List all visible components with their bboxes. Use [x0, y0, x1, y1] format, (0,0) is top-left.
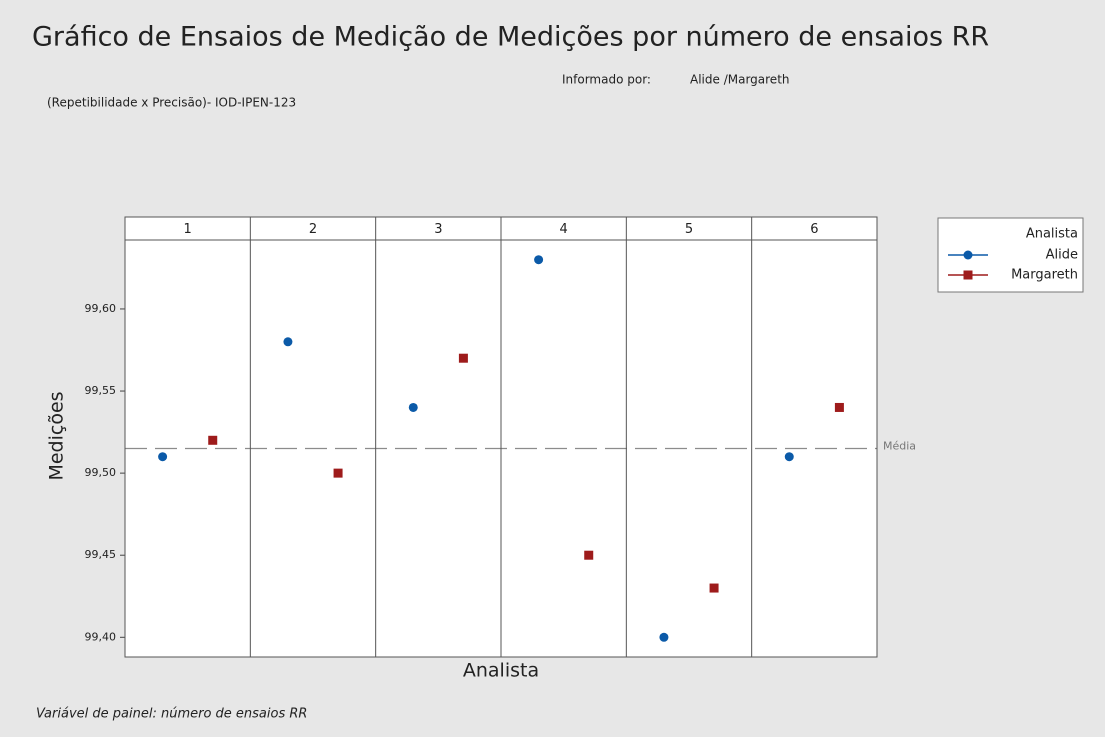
data-point [584, 550, 594, 560]
legend-label: Margareth [1011, 268, 1078, 283]
y-tick-label: 99,60 [85, 302, 117, 315]
chart-title: Gráfico de Ensaios de Medição de Mediçõe… [32, 22, 989, 53]
panel-label: 5 [685, 222, 693, 237]
data-point [834, 402, 844, 412]
legend-marker [963, 250, 973, 260]
data-point [784, 452, 794, 462]
plot-frame [124, 216, 878, 658]
legend-label: Alide [1046, 248, 1078, 263]
legend-marker [963, 270, 973, 280]
panel-label: 6 [810, 222, 818, 237]
x-axis-label: Analista [463, 660, 539, 682]
reported-by: Alide /Margareth [690, 73, 790, 87]
y-tick-label: 99,45 [85, 548, 117, 561]
data-point [408, 402, 418, 412]
data-point [333, 468, 343, 478]
data-point [534, 255, 544, 265]
data-point [659, 632, 669, 642]
y-tick-label: 99,40 [85, 630, 117, 643]
legend-title: Analista [1026, 227, 1078, 242]
panel-label: 3 [434, 222, 442, 237]
subtitle: (Repetibilidade x Precisão)- IOD-IPEN-12… [47, 96, 296, 110]
y-axis-label: Medições [46, 391, 68, 480]
y-tick-label: 99,50 [85, 466, 117, 479]
footnote: Variável de painel: número de ensaios RR [36, 707, 307, 722]
panel-label: 2 [309, 222, 317, 237]
reference-label: Média [883, 440, 916, 453]
data-point [283, 337, 293, 347]
data-point [458, 353, 468, 363]
panel-label: 1 [184, 222, 192, 237]
panel-label: 4 [560, 222, 568, 237]
data-point [709, 583, 719, 593]
reported-by-label: Informado por: [562, 73, 651, 87]
data-point [208, 435, 218, 445]
data-point [158, 452, 168, 462]
y-tick-label: 99,55 [85, 384, 117, 397]
